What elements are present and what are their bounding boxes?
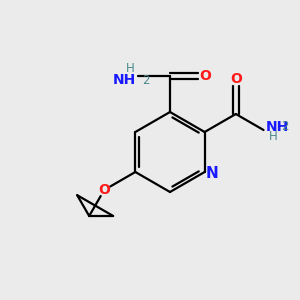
- Text: O: O: [98, 183, 110, 197]
- Text: NH: NH: [266, 120, 289, 134]
- Text: H: H: [126, 61, 134, 74]
- Text: O: O: [230, 72, 242, 86]
- Text: 2: 2: [281, 121, 289, 134]
- Text: H: H: [269, 130, 278, 143]
- Text: O: O: [199, 69, 211, 83]
- Text: N: N: [205, 166, 218, 181]
- Text: 2: 2: [142, 74, 149, 86]
- Text: NH: NH: [113, 73, 136, 87]
